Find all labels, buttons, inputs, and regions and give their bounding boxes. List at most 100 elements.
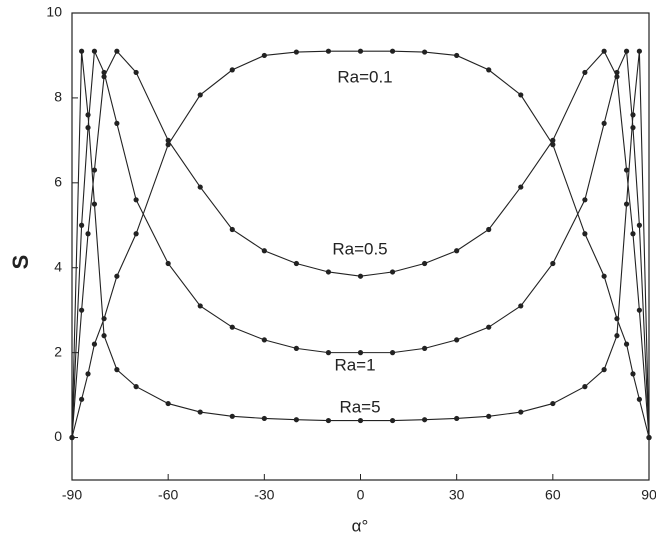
- data-point: [357, 417, 364, 424]
- y-tick-label: 0: [54, 428, 62, 444]
- data-point: [454, 248, 460, 254]
- data-point: [165, 260, 171, 267]
- data-point: [630, 371, 636, 377]
- data-point: [85, 371, 91, 377]
- data-point: [623, 341, 630, 347]
- data-point: [550, 400, 556, 407]
- data-point: [325, 48, 332, 54]
- data-point: [325, 350, 332, 356]
- x-tick-label: -60: [158, 487, 178, 503]
- data-point: [357, 350, 364, 356]
- data-point: [165, 400, 171, 407]
- data-point: [389, 48, 396, 54]
- x-tick-label: 30: [449, 487, 465, 503]
- data-point: [623, 167, 630, 173]
- data-point: [79, 48, 85, 54]
- data-point: [550, 137, 556, 143]
- data-point: [293, 49, 299, 55]
- data-point: [550, 142, 556, 148]
- data-point: [630, 112, 636, 118]
- data-point: [325, 417, 332, 424]
- data-point: [357, 273, 364, 279]
- data-point: [601, 367, 607, 373]
- data-point: [261, 415, 267, 422]
- data-point: [601, 48, 607, 54]
- data-point: [69, 434, 75, 441]
- data-point: [261, 337, 267, 343]
- data-point: [582, 384, 588, 390]
- data-point: [91, 341, 98, 347]
- data-point: [165, 137, 171, 143]
- data-point: [422, 345, 428, 351]
- data-point: [454, 337, 460, 343]
- data-point: [91, 167, 98, 173]
- data-point: [197, 184, 203, 190]
- data-point: [85, 125, 91, 131]
- data-point: [229, 413, 235, 419]
- data-point: [133, 69, 139, 76]
- data-point: [636, 222, 642, 228]
- data-point: [114, 273, 120, 279]
- data-point: [197, 92, 203, 98]
- data-point: [389, 417, 396, 424]
- data-point: [389, 269, 396, 275]
- data-point: [133, 384, 139, 390]
- data-point: [229, 67, 235, 73]
- data-point: [601, 120, 607, 126]
- y-tick-label: 10: [46, 4, 62, 20]
- data-point: [261, 52, 267, 59]
- x-tick-label: -90: [62, 487, 82, 503]
- data-point: [486, 324, 492, 330]
- data-point: [636, 48, 642, 54]
- data-point: [357, 48, 364, 54]
- data-point: [389, 350, 396, 356]
- data-point: [165, 142, 171, 148]
- x-tick-label: -30: [254, 487, 274, 503]
- data-point: [133, 231, 139, 237]
- data-point: [486, 413, 492, 419]
- x-axis-label: α°: [352, 516, 369, 535]
- data-point: [486, 67, 492, 73]
- data-point: [582, 197, 588, 203]
- data-point: [614, 69, 620, 76]
- data-point: [422, 260, 428, 267]
- data-point: [261, 248, 267, 254]
- data-point: [454, 52, 460, 59]
- data-point: [114, 120, 120, 126]
- data-point: [623, 48, 630, 54]
- x-tick-label: 60: [545, 487, 561, 503]
- data-point: [630, 125, 636, 131]
- series-label: Ra=5: [339, 397, 380, 416]
- y-axis-label: S: [8, 255, 33, 270]
- data-point: [518, 303, 524, 309]
- data-point: [101, 333, 107, 339]
- data-point: [636, 396, 642, 402]
- x-tick-label: 0: [357, 487, 365, 503]
- y-tick-label: 4: [54, 258, 62, 274]
- data-point: [114, 367, 120, 373]
- data-point: [518, 409, 524, 415]
- data-point: [85, 231, 91, 237]
- y-tick-label: 6: [54, 174, 62, 190]
- data-point: [325, 269, 332, 275]
- data-point: [229, 324, 235, 330]
- data-point: [101, 69, 107, 76]
- data-point: [518, 92, 524, 98]
- data-point: [79, 307, 85, 313]
- data-point: [601, 273, 607, 279]
- data-point: [293, 345, 299, 351]
- y-tick-label: 2: [54, 343, 62, 359]
- data-point: [293, 260, 299, 267]
- data-point: [197, 303, 203, 309]
- data-point: [114, 48, 120, 54]
- data-point: [422, 49, 428, 55]
- data-point: [91, 201, 98, 207]
- data-point: [133, 197, 139, 203]
- data-point: [550, 260, 556, 267]
- series-label: Ra=1: [334, 355, 375, 374]
- y-tick-label: 8: [54, 89, 62, 105]
- data-point: [454, 415, 460, 422]
- data-point: [229, 226, 235, 233]
- data-point: [614, 333, 620, 339]
